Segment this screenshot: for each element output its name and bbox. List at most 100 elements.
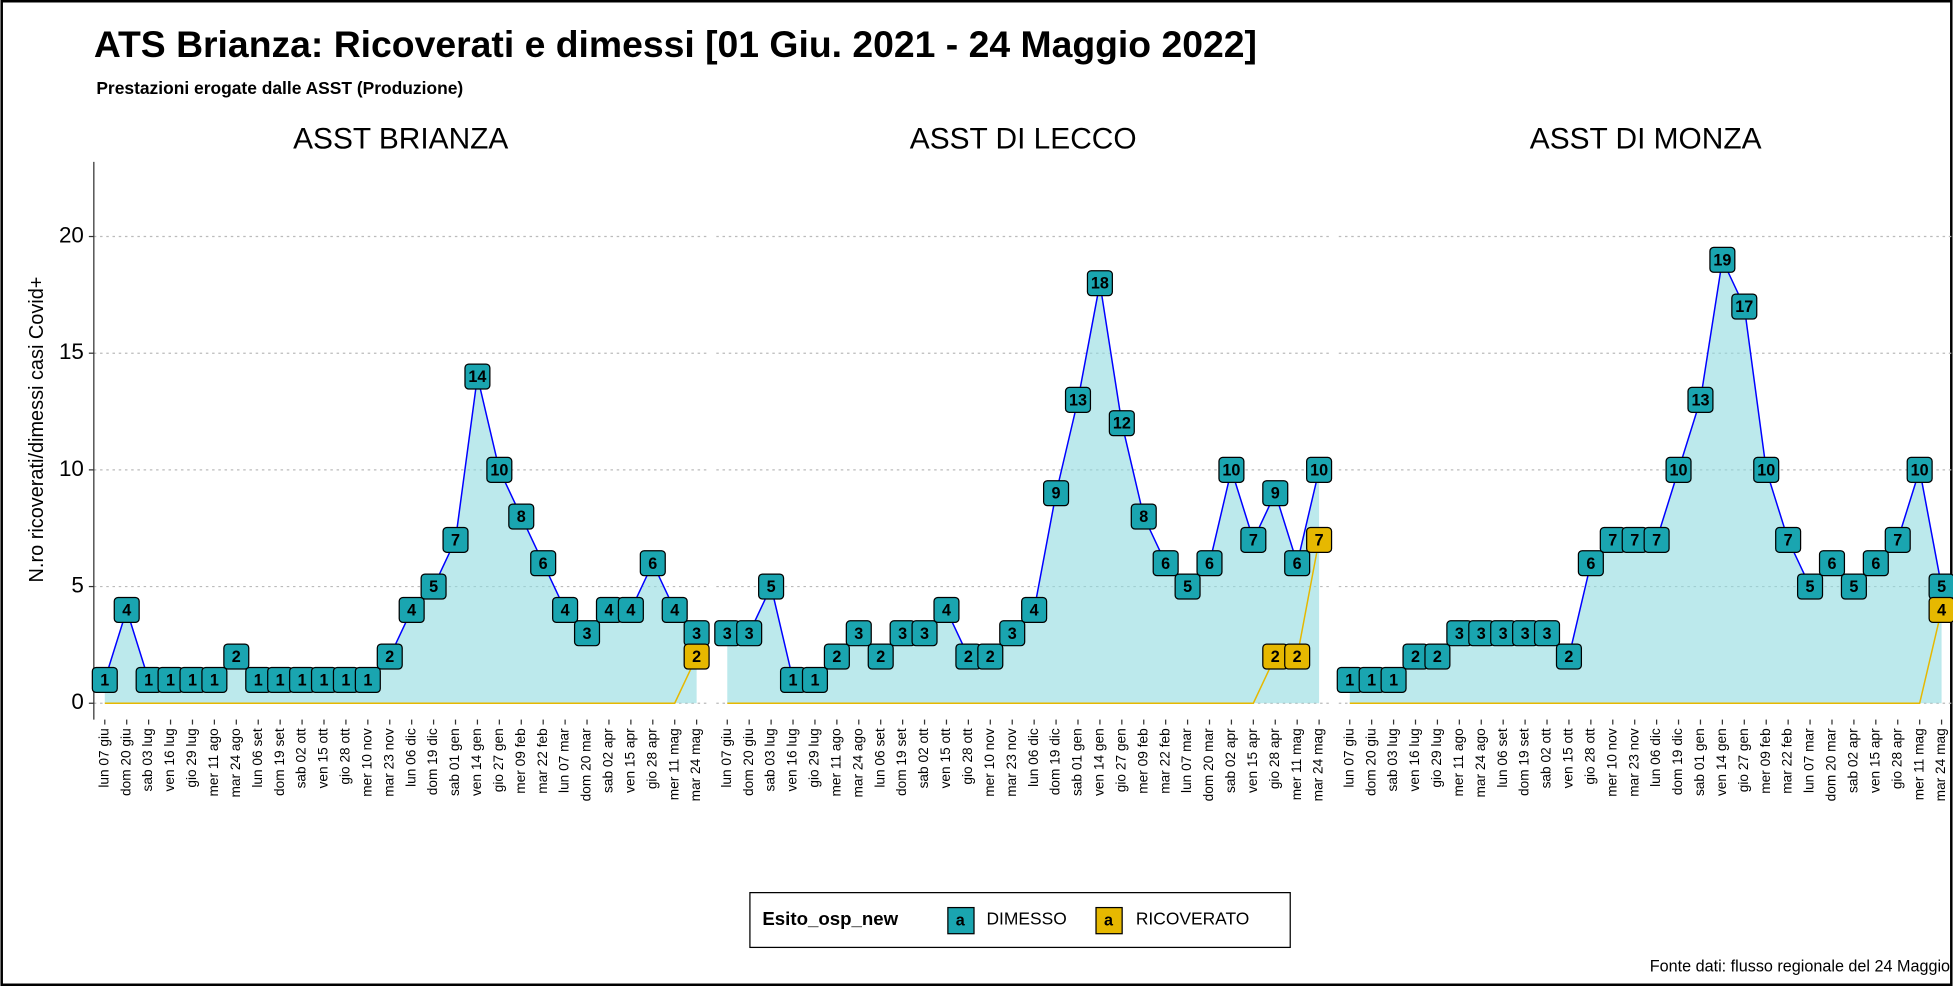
x-tick-label: gio 29 lug: [184, 728, 199, 787]
point: [1086, 270, 1113, 297]
data-label: 13: [1069, 391, 1087, 409]
y-tick-label: 5: [71, 572, 83, 597]
x-tick-label: ven 15 ott: [938, 728, 953, 788]
x-tick-label: ven 14 gen: [469, 728, 484, 796]
data-label: 1: [210, 671, 219, 689]
point: [1064, 386, 1092, 413]
x-tick-label: mer 09 feb: [1758, 728, 1773, 794]
data-label: 6: [1293, 555, 1302, 573]
data-label: 8: [517, 508, 526, 526]
x-tick-label: lun 07 mar: [1179, 728, 1194, 793]
data-label: 3: [1521, 625, 1530, 643]
x-tick-label: sab 02 apr: [1223, 728, 1238, 793]
x-tick-label: gio 28 apr: [644, 728, 659, 789]
x-tick-label: gio 29 lug: [807, 728, 822, 787]
point: [617, 596, 644, 623]
data-label: 10: [1757, 461, 1775, 479]
x-tick-label: mar 24 mag: [688, 728, 703, 801]
area: [727, 283, 1320, 704]
x-tick-label: lun 06 dic: [1026, 728, 1041, 787]
point: [573, 620, 601, 647]
series-line: [104, 656, 698, 704]
point: [1262, 480, 1289, 507]
x-tick-label: gio 28 ott: [338, 728, 353, 785]
series-line: [727, 539, 1320, 704]
x-tick-label: sab 02 apr: [601, 728, 616, 793]
point: [977, 643, 1004, 670]
data-label: 4: [942, 601, 951, 619]
data-label: 10: [1670, 461, 1688, 479]
x-tick-label: sab 01 gen: [447, 728, 462, 796]
point: [376, 643, 403, 670]
data-label: 2: [232, 648, 241, 666]
x-tick-label: mar 22 feb: [1157, 728, 1172, 794]
data-label: 2: [986, 648, 995, 666]
data-label: 1: [1367, 671, 1376, 689]
point: [1152, 550, 1179, 577]
x-tick-label: mar 23 nov: [381, 728, 396, 797]
x-tick-label: dom 19 dic: [1670, 728, 1685, 795]
x-tick-label: sab 02 ott: [1539, 728, 1554, 788]
data-label: 1: [341, 671, 350, 689]
point: [1196, 550, 1223, 577]
data-label: 7: [1652, 531, 1661, 549]
data-label: 2: [692, 648, 701, 666]
point: [442, 526, 469, 553]
data-label: 5: [1806, 578, 1815, 596]
x-tick-label: mer 10 nov: [359, 728, 374, 797]
data-label: 2: [1564, 648, 1573, 666]
x-tick-label: gio 28 ott: [1582, 728, 1597, 785]
data-label: 3: [1543, 625, 1552, 643]
data-label: 8: [1139, 508, 1148, 526]
data-label: 10: [1911, 461, 1929, 479]
data-label: 3: [745, 625, 754, 643]
point: [845, 620, 872, 647]
data-label: 10: [1222, 461, 1240, 479]
chart-subtitle: Prestazioni erogate dalle ASST (Produzio…: [96, 78, 463, 98]
data-label: 4: [561, 601, 570, 619]
x-tick-label: dom 20 mar: [1201, 728, 1216, 801]
point: [911, 620, 938, 647]
x-tick-label: gio 28 ott: [960, 728, 975, 785]
x-tick-label: ven 16 lug: [785, 728, 800, 791]
chart-title: ATS Brianza: Ricoverati e dimessi [01 Gi…: [94, 23, 1257, 65]
data-label: 3: [1455, 625, 1464, 643]
x-tick-label: mar 23 nov: [1626, 728, 1641, 797]
data-label: 1: [1345, 671, 1354, 689]
data-label: 1: [298, 671, 307, 689]
x-tick-label: mer 10 nov: [1604, 728, 1619, 797]
x-tick-label: lun 06 set: [250, 728, 265, 788]
point: [1818, 550, 1846, 577]
point: [639, 550, 666, 577]
point: [736, 620, 763, 647]
x-tick-label: mar 24 ago: [228, 728, 243, 798]
x-tick-label: dom 19 dic: [1048, 728, 1063, 795]
x-tick-label: gio 29 lug: [1429, 728, 1444, 787]
point: [1840, 573, 1867, 600]
x-tick-label: mer 11 mag: [1289, 728, 1304, 800]
x-tick-label: ven 15 ott: [1561, 728, 1576, 788]
x-tick-label: gio 27 gen: [1736, 728, 1751, 792]
legend: [749, 892, 1291, 949]
data-label: 4: [122, 601, 131, 619]
x-tick-label: dom 20 giu: [118, 728, 133, 796]
point: [1306, 456, 1333, 483]
data-label: 4: [626, 601, 635, 619]
data-label: 6: [1205, 555, 1214, 573]
data-label: 7: [1315, 531, 1324, 549]
x-tick-label: dom 19 set: [894, 728, 909, 796]
legend-swatch: [947, 906, 975, 935]
x-tick-label: gio 27 gen: [1113, 728, 1128, 792]
point: [508, 503, 535, 530]
data-label: 5: [1849, 578, 1858, 596]
point: [1884, 526, 1911, 553]
data-label: 6: [648, 555, 657, 573]
point: [867, 643, 894, 670]
data-label: 1: [319, 671, 328, 689]
point: [201, 666, 228, 693]
data-label: 6: [1586, 555, 1595, 573]
x-tick-label: ven 15 ott: [316, 728, 331, 788]
data-label: 2: [385, 648, 394, 666]
legend-swatch: [1095, 906, 1123, 935]
data-label: 1: [254, 671, 263, 689]
